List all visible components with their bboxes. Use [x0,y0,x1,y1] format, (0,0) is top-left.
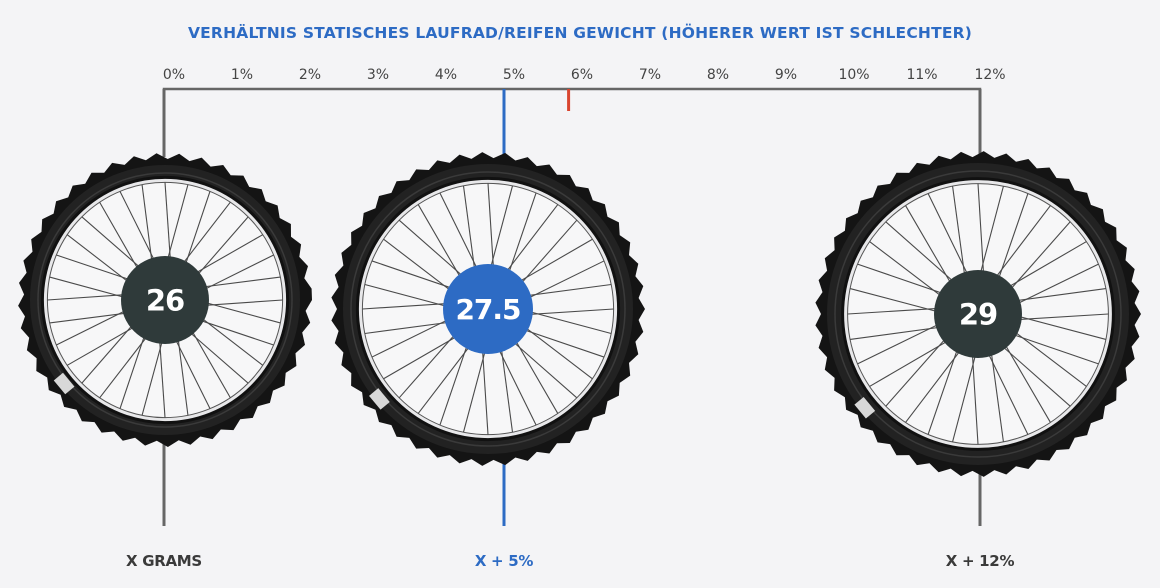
wheels: 26 X GRAMS 27.5 X + 5% 29 X + 12% [18,89,1141,570]
tick-label: 9% [775,67,797,83]
tick-label: 8% [707,67,729,83]
tire-bead-line [37,172,293,428]
hub-badge [443,264,533,354]
tick-label: 4% [435,67,457,83]
tick-label: 11% [906,67,937,83]
hub-badge [934,270,1022,358]
tire-logo [53,372,75,395]
tick-label: 1% [231,67,253,83]
hub-label: 27.5 [455,293,520,326]
bottom-label: X + 12% [946,552,1015,570]
tick-label: 0% [163,67,185,83]
tick-label: 2% [299,67,321,83]
tick-label: 5% [503,67,525,83]
tick-label: 12% [974,67,1005,83]
hub-label: 26 [146,283,184,317]
bottom-label: X + 5% [475,552,534,570]
wheel-26: 26 X GRAMS [18,89,312,570]
x-axis [162,87,982,111]
tire-bead-line [350,171,626,447]
tick-label: 6% [571,67,593,83]
chart-title: VERHÄLTNIS STATISCHES LAUFRAD/REIFEN GEW… [188,23,972,42]
x-axis-tick-labels: 0% 1% 2% 3% 4% 5% 6% 7% 8% 9% 10% 11% 12% [163,67,1006,83]
tick-label: 3% [367,67,389,83]
tire-logo [854,396,876,419]
hub-badge [121,256,209,344]
hub-label: 29 [959,297,997,331]
wheel-29: 29 X + 12% [815,89,1141,570]
bottom-label: X GRAMS [126,552,202,570]
wheel-27-5: 27.5 X + 5% [331,89,645,570]
tick-label: 10% [838,67,869,83]
tick-label: 7% [639,67,661,83]
tire-logo [369,388,390,410]
tire-bead-line [834,170,1122,458]
